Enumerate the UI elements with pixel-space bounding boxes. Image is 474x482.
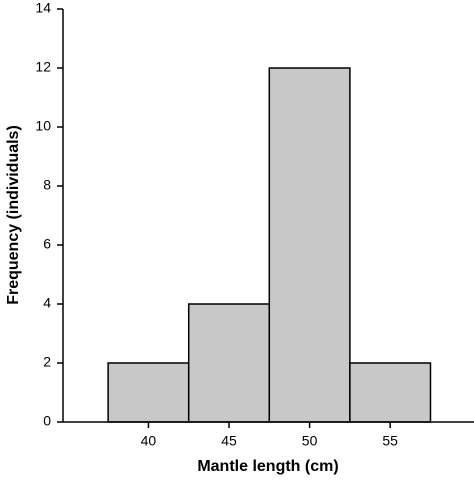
y-tick-label: 2 [43, 354, 51, 370]
y-tick-label: 0 [43, 413, 51, 429]
bar [268, 67, 351, 423]
y-tick-label: 8 [43, 177, 51, 193]
bar [187, 303, 271, 423]
y-tick-label: 10 [35, 118, 51, 134]
x-axis-label: Mantle length (cm) [197, 458, 338, 475]
y-axis-label: Frequency (individuals) [5, 125, 22, 305]
x-tick-label: 55 [382, 433, 398, 449]
x-tick-label: 40 [141, 433, 157, 449]
y-tick-label: 14 [35, 0, 51, 16]
y-tick-label: 12 [35, 59, 51, 75]
x-tick-label: 50 [302, 433, 318, 449]
bar [349, 362, 432, 423]
x-tick-label: 45 [221, 433, 237, 449]
bar [107, 362, 190, 423]
y-tick-label: 6 [43, 236, 51, 252]
y-tick-label: 4 [43, 295, 51, 311]
